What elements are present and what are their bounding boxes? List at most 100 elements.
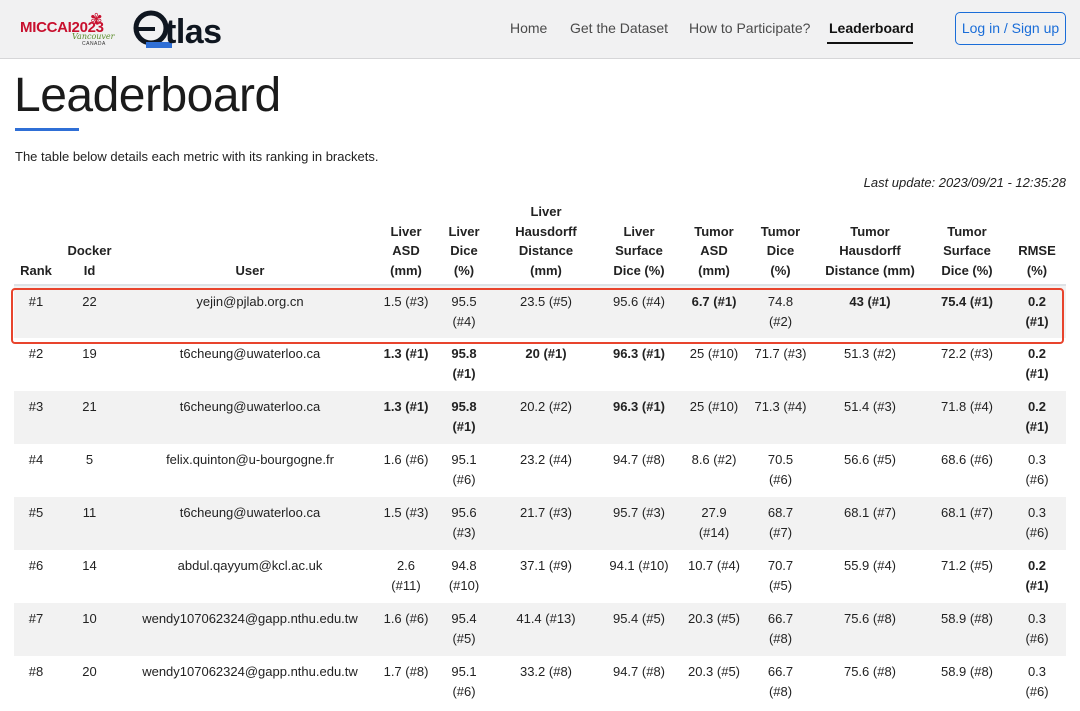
cell-text: 71.3 (#4) — [754, 399, 807, 414]
cell-user: t6cheung@uwaterloo.ca — [121, 497, 379, 550]
cell-liver-sd: 96.3 (#1) — [597, 391, 681, 444]
column-header-liver-hausdorff[interactable]: Liver Hausdorff Distance (mm) — [495, 202, 597, 286]
cell-text: 95.1 — [451, 664, 477, 679]
column-header-liver-dice[interactable]: Liver Dice (%) — [433, 202, 495, 286]
cell-text: 68.1 (#7) — [843, 505, 897, 520]
atlas-logo-text: tlas — [165, 13, 222, 51]
cell-liver-asd: 2.6 (#11) — [379, 550, 433, 603]
miccai-2023-logo[interactable]: MICCAI2023 ✾ Vancouver CANADA — [20, 10, 116, 48]
cell-text: 68.1 (#7) — [940, 505, 994, 520]
cell-text: 95.8 — [451, 346, 477, 361]
table-row: #2 19 t6cheung@uwaterloo.ca 1.3 (#1) 95.8 (#1… — [14, 338, 1066, 391]
last-update-timestamp: Last update: 2023/09/21 - 12:35:28 — [863, 175, 1066, 190]
column-header-line: Dice — [450, 243, 478, 258]
column-header-user[interactable]: User — [121, 202, 379, 286]
cell-text: 1.6 (#6) — [383, 611, 429, 626]
cell-text: 94.1 (#10) — [609, 558, 669, 573]
cell-text: 1.5 (#3) — [383, 505, 429, 520]
cell-text: #5 — [28, 505, 44, 520]
cell-text: 58.9 (#8) — [940, 664, 994, 679]
atlas-logo[interactable]: tlas — [132, 5, 247, 55]
column-header-tumor-asd[interactable]: Tumor ASD (mm) — [681, 202, 747, 286]
cell-text: (#1) — [452, 366, 476, 381]
cell-text: wendy107062324@gapp.nthu.edu.tw — [142, 664, 358, 679]
cell-text: 23.2 (#4) — [519, 452, 573, 467]
cell-text: yejin@pjlab.org.cn — [196, 294, 304, 309]
cell-text: 71.7 (#3) — [754, 346, 807, 361]
cell-tumor-hd: 75.6 (#8) — [814, 603, 926, 656]
cell-text: (#1) — [1025, 366, 1049, 381]
nav-home[interactable]: Home — [510, 20, 548, 36]
cell-tumor-dice: 71.7 (#3) — [747, 338, 814, 391]
cell-text: 70.5 — [767, 452, 794, 467]
cell-text: 51.4 (#3) — [843, 399, 897, 414]
cell-text: 71.8 (#4) — [940, 399, 994, 414]
cell-tumor-asd: 27.9 (#14) — [681, 497, 747, 550]
cell-rank: #4 — [14, 444, 58, 497]
column-header-docker-id[interactable]: Docker Id — [58, 202, 121, 286]
cell-text: (#1) — [1025, 419, 1049, 434]
table-row: #1 22 yejin@pjlab.org.cn 1.5 (#3) 95.5 (#4) 23… — [14, 285, 1066, 338]
cell-text: (#1) — [1025, 578, 1049, 593]
cell-docker: 5 — [58, 444, 121, 497]
cell-text: 95.4 — [451, 611, 477, 626]
cell-text: 66.7 — [767, 611, 794, 626]
cell-text: 0.3 — [1027, 611, 1047, 626]
cell-tumor-sd: 75.4 (#1) — [926, 285, 1008, 338]
cell-rank: #2 — [14, 338, 58, 391]
miccai-logo-script: Vancouver — [72, 32, 115, 41]
column-header-liver-surface-dice[interactable]: Liver Surface Dice (%) — [597, 202, 681, 286]
nav-get-dataset[interactable]: Get the Dataset — [570, 20, 669, 36]
column-header-tumor-hausdorff[interactable]: Tumor Hausdorff Distance (mm) — [814, 202, 926, 286]
cell-text: 94.8 — [451, 558, 477, 573]
cell-liver-asd: 1.7 (#8) — [379, 656, 433, 709]
table-body: #1 22 yejin@pjlab.org.cn 1.5 (#3) 95.5 (#4) 23… — [14, 285, 1066, 709]
cell-text: 95.7 (#3) — [612, 505, 666, 520]
cell-liver-hd: 20.2 (#2) — [495, 391, 597, 444]
nav-how-to-participate[interactable]: How to Participate? — [689, 20, 811, 36]
nav-leaderboard[interactable]: Leaderboard — [829, 20, 914, 36]
cell-docker: 20 — [58, 656, 121, 709]
cell-liver-sd: 95.4 (#5) — [597, 603, 681, 656]
cell-text: (#6) — [1025, 525, 1049, 540]
cell-text: 33.2 (#8) — [519, 664, 573, 679]
cell-text: 1.5 (#3) — [383, 294, 429, 309]
cell-tumor-dice: 71.3 (#4) — [747, 391, 814, 444]
cell-text: 22 — [82, 294, 97, 309]
cell-text: 8.6 (#2) — [691, 452, 737, 467]
column-header-tumor-surface-dice[interactable]: Tumor Surface Dice (%) — [926, 202, 1008, 286]
cell-text: abdul.qayyum@kcl.ac.uk — [177, 558, 323, 573]
cell-rank: #8 — [14, 656, 58, 709]
cell-text: #1 — [28, 294, 44, 309]
cell-text: 95.1 — [451, 452, 477, 467]
cell-rank: #6 — [14, 550, 58, 603]
table-row: #7 10 wendy107062324@gapp.nthu.edu.tw 1.6 (… — [14, 603, 1066, 656]
cell-liver-sd: 94.7 (#8) — [597, 656, 681, 709]
cell-liver-asd: 1.5 (#3) — [379, 285, 433, 338]
cell-user: wendy107062324@gapp.nthu.edu.tw — [121, 603, 379, 656]
cell-text: 23.5 (#5) — [519, 294, 573, 309]
cell-text: 20.3 (#5) — [687, 664, 741, 679]
cell-text: 72.2 (#3) — [940, 346, 994, 361]
column-header-rmse[interactable]: RMSE (%) — [1008, 202, 1066, 286]
cell-text: 75.6 (#8) — [843, 664, 897, 679]
column-header-rank[interactable]: Rank — [14, 202, 58, 286]
cell-tumor-hd: 56.6 (#5) — [814, 444, 926, 497]
column-header-line: Docker — [67, 243, 112, 258]
cell-tumor-asd: 10.7 (#4) — [681, 550, 747, 603]
table-row: #5 11 t6cheung@uwaterloo.ca 1.5 (#3) 95.6 (#3… — [14, 497, 1066, 550]
cell-text: (#11) — [391, 578, 421, 593]
cell-tumor-hd: 55.9 (#4) — [814, 550, 926, 603]
cell-text: 20.3 (#5) — [687, 611, 741, 626]
cell-tumor-dice: 70.7 (#5) — [747, 550, 814, 603]
cell-tumor-asd: 25 (#10) — [681, 338, 747, 391]
cell-text: t6cheung@uwaterloo.ca — [179, 505, 321, 520]
cell-tumor-hd: 43 (#1) — [814, 285, 926, 338]
column-header-liver-asd[interactable]: Liver ASD (mm) — [379, 202, 433, 286]
cell-text: 95.4 (#5) — [612, 611, 666, 626]
cell-liver-hd: 20 (#1) — [495, 338, 597, 391]
column-header-tumor-dice[interactable]: Tumor Dice (%) — [747, 202, 814, 286]
cell-text: 95.6 — [451, 505, 477, 520]
login-signup-button[interactable]: Log in / Sign up — [955, 12, 1066, 45]
column-header-line: Distance (mm) — [825, 262, 915, 278]
